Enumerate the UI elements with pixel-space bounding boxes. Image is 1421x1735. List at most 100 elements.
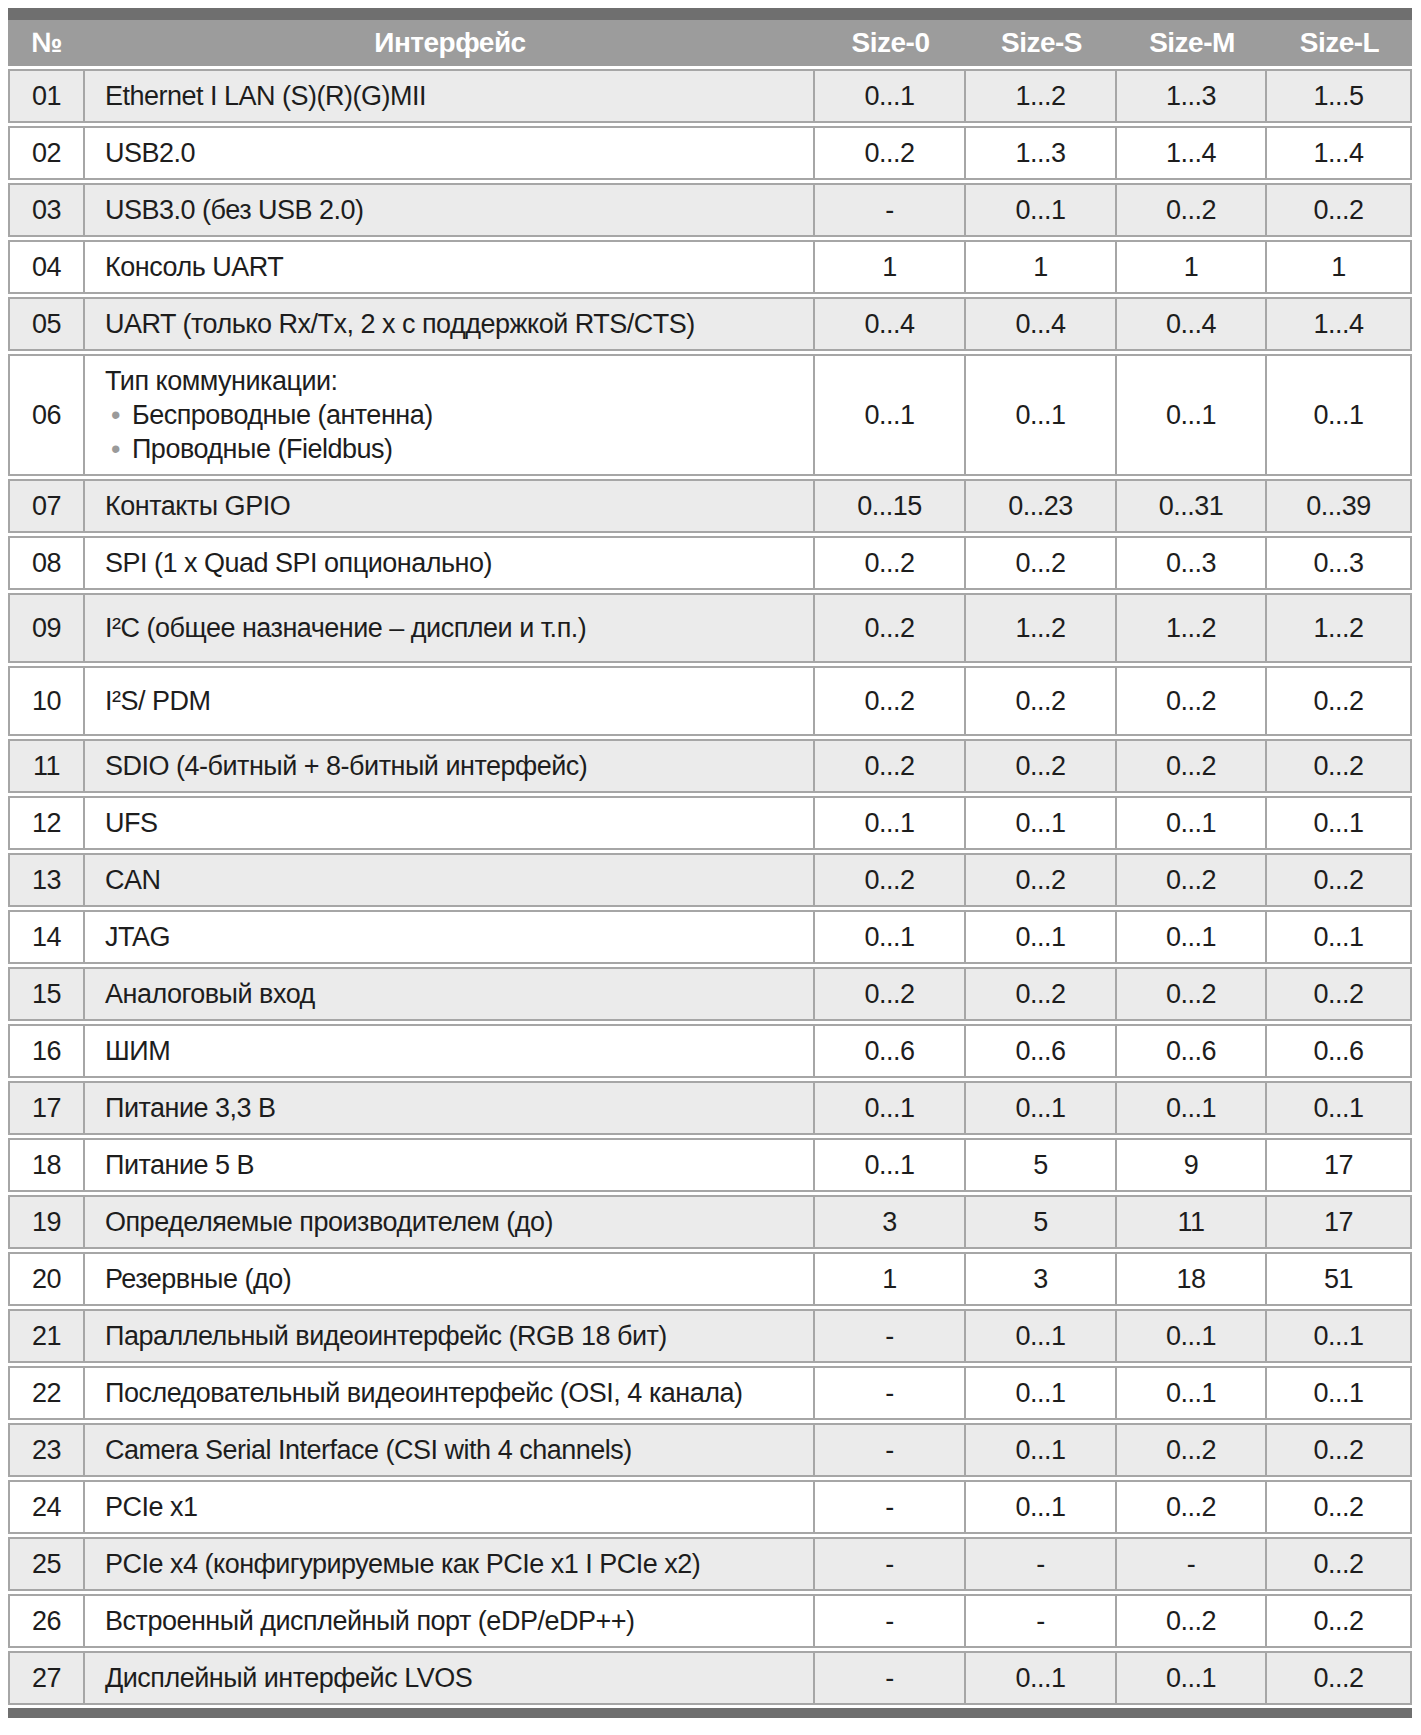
- size-m-value: 0...2: [1117, 1423, 1267, 1477]
- size-0-value: 0...1: [815, 354, 966, 476]
- size-0-value: -: [815, 1366, 966, 1420]
- size-s-value: 0...2: [966, 666, 1117, 736]
- table-row: 13CAN0...20...20...20...2: [8, 853, 1412, 907]
- size-m-value: 18: [1117, 1252, 1267, 1306]
- size-0-value: 0...2: [815, 967, 966, 1021]
- table-row: 11SDIO (4-битный + 8-битный интерфейс)0.…: [8, 739, 1412, 793]
- row-number: 15: [8, 967, 85, 1021]
- interface-label: SPI (1 x Quad SPI опционально): [85, 536, 815, 590]
- size-s-value: 0...1: [966, 1309, 1117, 1363]
- size-m-value: 0...1: [1117, 796, 1267, 850]
- size-l-value: 1...2: [1267, 593, 1412, 663]
- size-0-value: 0...2: [815, 853, 966, 907]
- row-number: 11: [8, 739, 85, 793]
- row-number: 19: [8, 1195, 85, 1249]
- interface-label: JTAG: [85, 910, 815, 964]
- interface-label: Camera Serial Interface (CSI with 4 chan…: [85, 1423, 815, 1477]
- size-0-value: 0...6: [815, 1024, 966, 1078]
- row-number: 17: [8, 1081, 85, 1135]
- size-l-value: 0...1: [1267, 796, 1412, 850]
- size-0-value: 0...1: [815, 796, 966, 850]
- interface-label: Последовательный видеоинтерфейс (OSI, 4 …: [85, 1366, 815, 1420]
- size-l-value: 0...2: [1267, 666, 1412, 736]
- size-m-value: 0...2: [1117, 666, 1267, 736]
- size-0-value: 1: [815, 240, 966, 294]
- row-number: 21: [8, 1309, 85, 1363]
- interface-label: Аналоговый вход: [85, 967, 815, 1021]
- size-0-value: 3: [815, 1195, 966, 1249]
- size-s-value: 1...2: [966, 69, 1117, 123]
- size-l-value: 0...2: [1267, 739, 1412, 793]
- size-s-value: 1: [966, 240, 1117, 294]
- size-m-value: 9: [1117, 1138, 1267, 1192]
- size-l-value: 0...1: [1267, 1081, 1412, 1135]
- size-0-value: 0...2: [815, 739, 966, 793]
- header-col-size-s: Size-S: [966, 8, 1117, 66]
- table-row: 08SPI (1 x Quad SPI опционально)0...20..…: [8, 536, 1412, 590]
- size-l-value: 0...2: [1267, 1537, 1412, 1591]
- table-row: 18Питание 5 В0...15917: [8, 1138, 1412, 1192]
- size-0-value: -: [815, 1423, 966, 1477]
- table-row: 07Контакты GPIO0...150...230...310...39: [8, 479, 1412, 533]
- size-0-value: -: [815, 1480, 966, 1534]
- size-l-value: 1...5: [1267, 69, 1412, 123]
- size-l-value: 1: [1267, 240, 1412, 294]
- size-m-value: 0...4: [1117, 297, 1267, 351]
- size-s-value: 0...23: [966, 479, 1117, 533]
- table-row: 09I²C (общее назначение – дисплеи и т.п.…: [8, 593, 1412, 663]
- row-number: 26: [8, 1594, 85, 1648]
- table-row: 12UFS0...10...10...10...1: [8, 796, 1412, 850]
- table-row: 14JTAG0...10...10...10...1: [8, 910, 1412, 964]
- row-number: 09: [8, 593, 85, 663]
- header-col-size-0: Size-0: [815, 8, 966, 66]
- interface-label: USB2.0: [85, 126, 815, 180]
- table-row: 19Определяемые производителем (до)351117: [8, 1195, 1412, 1249]
- row-number: 24: [8, 1480, 85, 1534]
- row-number: 25: [8, 1537, 85, 1591]
- interface-label: Контакты GPIO: [85, 479, 815, 533]
- header-col-number: №: [8, 8, 85, 66]
- size-0-value: 0...1: [815, 1138, 966, 1192]
- interface-label: CAN: [85, 853, 815, 907]
- row-number: 14: [8, 910, 85, 964]
- interface-label: Встроенный дисплейный порт (eDP/eDP++): [85, 1594, 815, 1648]
- size-s-value: 0...1: [966, 1366, 1117, 1420]
- table-row: 27Дисплейный интерфейс LVOS-0...10...10.…: [8, 1651, 1412, 1705]
- size-s-value: 5: [966, 1195, 1117, 1249]
- table-row: 21Параллельный видеоинтерфейс (RGB 18 би…: [8, 1309, 1412, 1363]
- size-l-value: 0...2: [1267, 1480, 1412, 1534]
- size-s-value: 3: [966, 1252, 1117, 1306]
- table-row: 26Встроенный дисплейный порт (eDP/eDP++)…: [8, 1594, 1412, 1648]
- interface-label: PCIe x1: [85, 1480, 815, 1534]
- table-row: 25PCIe x4 (конфигурируемые как PCIe x1 I…: [8, 1537, 1412, 1591]
- size-s-value: 0...1: [966, 183, 1117, 237]
- table-row: 05UART (только Rx/Tx, 2 x с поддержкой R…: [8, 297, 1412, 351]
- row-number: 18: [8, 1138, 85, 1192]
- interface-label: USB3.0 (без USB 2.0): [85, 183, 815, 237]
- table-row: 02USB2.00...21...31...41...4: [8, 126, 1412, 180]
- size-l-value: 51: [1267, 1252, 1412, 1306]
- row-number: 10: [8, 666, 85, 736]
- size-s-value: 0...1: [966, 1081, 1117, 1135]
- size-m-value: 11: [1117, 1195, 1267, 1249]
- size-0-value: 0...15: [815, 479, 966, 533]
- size-s-value: 0...2: [966, 853, 1117, 907]
- table-row: 10I²S/ PDM0...20...20...20...2: [8, 666, 1412, 736]
- size-m-value: 1...3: [1117, 69, 1267, 123]
- size-m-value: 0...2: [1117, 967, 1267, 1021]
- size-0-value: 0...2: [815, 126, 966, 180]
- row-number: 27: [8, 1651, 85, 1705]
- size-0-value: 0...1: [815, 1081, 966, 1135]
- size-0-value: -: [815, 1309, 966, 1363]
- size-m-value: 0...2: [1117, 183, 1267, 237]
- size-l-value: 0...1: [1267, 1366, 1412, 1420]
- table-row: 24PCIe x1-0...10...20...2: [8, 1480, 1412, 1534]
- row-number: 05: [8, 297, 85, 351]
- interface-label: UFS: [85, 796, 815, 850]
- interface-label: I²S/ PDM: [85, 666, 815, 736]
- row-number: 23: [8, 1423, 85, 1477]
- table-row: 04Консоль UART1111: [8, 240, 1412, 294]
- header-col-size-l: Size-L: [1267, 8, 1412, 66]
- size-l-value: 0...3: [1267, 536, 1412, 590]
- size-s-value: 0...2: [966, 967, 1117, 1021]
